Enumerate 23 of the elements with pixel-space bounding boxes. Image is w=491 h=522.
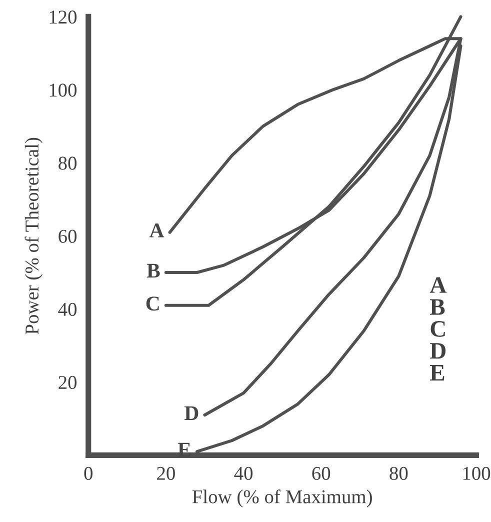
y-tick-label: 120 xyxy=(50,10,77,24)
y-tick-label: 20 xyxy=(58,376,77,390)
annotation: E xyxy=(430,365,444,380)
y-tick-label: 100 xyxy=(50,84,77,97)
y-tick-label: 60 xyxy=(58,230,77,243)
x-tick-label: 100 xyxy=(463,466,490,480)
y-axis-title: Power (% of Theoretical) xyxy=(24,138,43,334)
x-tick-label: 0 xyxy=(84,466,92,480)
annotation: C xyxy=(430,320,445,337)
annotation: A xyxy=(149,224,164,238)
x-tick-label: 40 xyxy=(234,466,253,480)
x-tick-label: 20 xyxy=(157,466,175,480)
x-axis-title: Flow (% of Maximum) xyxy=(192,489,372,508)
annotation: C xyxy=(146,296,159,311)
annotation: D xyxy=(430,343,446,359)
annotation: A xyxy=(430,277,447,293)
annotation: B xyxy=(146,264,160,278)
x-tick-label: 60 xyxy=(312,466,330,480)
annotation: D xyxy=(184,406,198,420)
x-tick-label: 80 xyxy=(390,466,408,480)
y-tick-label: 80 xyxy=(58,156,77,170)
y-tick-label: 40 xyxy=(58,302,77,316)
annotation: B xyxy=(430,299,445,315)
